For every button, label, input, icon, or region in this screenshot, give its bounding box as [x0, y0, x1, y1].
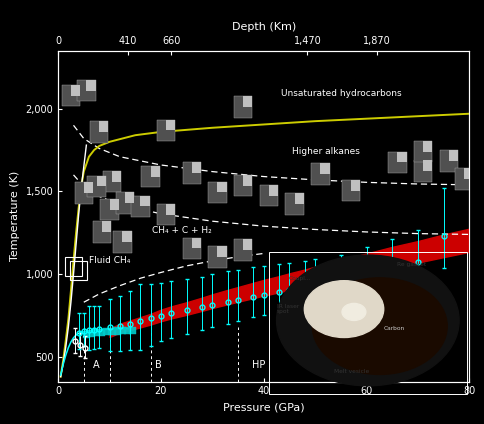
FancyBboxPatch shape: [342, 180, 361, 201]
FancyBboxPatch shape: [455, 168, 473, 190]
FancyBboxPatch shape: [86, 80, 96, 91]
Text: Coupl...: Coupl...: [288, 276, 311, 282]
Text: Melt vesicle: Melt vesicle: [334, 369, 370, 374]
FancyBboxPatch shape: [259, 185, 278, 206]
Text: Unsaturated hydrocarbons: Unsaturated hydrocarbons: [281, 89, 401, 98]
FancyBboxPatch shape: [397, 152, 407, 162]
FancyBboxPatch shape: [141, 166, 160, 187]
FancyBboxPatch shape: [269, 185, 278, 195]
Circle shape: [276, 255, 459, 386]
FancyBboxPatch shape: [234, 175, 253, 196]
FancyBboxPatch shape: [125, 192, 134, 203]
FancyBboxPatch shape: [208, 246, 227, 268]
FancyBboxPatch shape: [234, 240, 253, 261]
FancyBboxPatch shape: [88, 330, 95, 337]
FancyBboxPatch shape: [104, 328, 110, 335]
FancyBboxPatch shape: [109, 199, 119, 209]
FancyBboxPatch shape: [449, 150, 458, 161]
Text: Fluid CH₄: Fluid CH₄: [89, 257, 130, 265]
FancyBboxPatch shape: [286, 193, 304, 215]
FancyBboxPatch shape: [320, 163, 330, 174]
FancyBboxPatch shape: [217, 246, 227, 257]
FancyBboxPatch shape: [119, 327, 126, 334]
FancyBboxPatch shape: [71, 85, 80, 95]
FancyBboxPatch shape: [217, 181, 227, 192]
FancyBboxPatch shape: [182, 162, 201, 184]
FancyBboxPatch shape: [97, 176, 106, 187]
Circle shape: [312, 278, 447, 374]
FancyBboxPatch shape: [151, 166, 160, 176]
FancyBboxPatch shape: [113, 231, 132, 253]
FancyBboxPatch shape: [192, 162, 201, 173]
Text: HP: HP: [252, 360, 265, 370]
FancyBboxPatch shape: [88, 176, 106, 197]
FancyBboxPatch shape: [100, 199, 119, 220]
FancyBboxPatch shape: [464, 168, 473, 179]
Text: B: B: [155, 360, 162, 370]
FancyBboxPatch shape: [129, 326, 136, 334]
Circle shape: [304, 281, 384, 338]
FancyBboxPatch shape: [114, 327, 121, 335]
Text: IR laser
spot: IR laser spot: [276, 304, 299, 315]
Text: A: A: [93, 360, 100, 370]
FancyBboxPatch shape: [414, 141, 433, 162]
FancyBboxPatch shape: [414, 160, 433, 181]
FancyBboxPatch shape: [84, 182, 93, 193]
FancyBboxPatch shape: [192, 238, 201, 248]
FancyBboxPatch shape: [388, 152, 407, 173]
FancyBboxPatch shape: [166, 120, 175, 130]
FancyBboxPatch shape: [166, 204, 175, 215]
X-axis label: Pressure (GPa): Pressure (GPa): [223, 402, 304, 412]
FancyBboxPatch shape: [112, 171, 121, 181]
FancyBboxPatch shape: [90, 121, 108, 142]
Text: CH₄ + C + H₂: CH₄ + C + H₂: [151, 226, 212, 235]
FancyBboxPatch shape: [61, 85, 80, 106]
FancyBboxPatch shape: [83, 331, 90, 338]
FancyBboxPatch shape: [423, 141, 433, 152]
FancyBboxPatch shape: [182, 238, 201, 259]
FancyBboxPatch shape: [311, 163, 330, 185]
Text: Carbon: Carbon: [384, 326, 405, 332]
FancyBboxPatch shape: [351, 180, 361, 191]
FancyBboxPatch shape: [122, 231, 132, 242]
FancyBboxPatch shape: [295, 193, 304, 204]
FancyBboxPatch shape: [99, 121, 108, 132]
FancyBboxPatch shape: [102, 221, 111, 232]
FancyBboxPatch shape: [243, 240, 253, 250]
FancyBboxPatch shape: [157, 120, 175, 141]
FancyBboxPatch shape: [116, 192, 134, 214]
FancyBboxPatch shape: [98, 329, 106, 336]
FancyBboxPatch shape: [243, 175, 253, 186]
FancyBboxPatch shape: [157, 204, 175, 225]
FancyBboxPatch shape: [243, 96, 253, 107]
X-axis label: Depth (Km): Depth (Km): [232, 22, 296, 33]
FancyBboxPatch shape: [208, 181, 227, 203]
FancyBboxPatch shape: [103, 171, 121, 192]
FancyBboxPatch shape: [93, 329, 100, 337]
Circle shape: [342, 304, 366, 321]
FancyBboxPatch shape: [77, 80, 96, 101]
Text: Re gasket: Re gasket: [397, 262, 426, 267]
FancyBboxPatch shape: [439, 150, 458, 172]
FancyBboxPatch shape: [234, 96, 253, 118]
Text: Higher alkanes: Higher alkanes: [291, 147, 360, 156]
FancyBboxPatch shape: [124, 327, 131, 334]
FancyBboxPatch shape: [131, 195, 150, 217]
FancyBboxPatch shape: [140, 195, 150, 206]
FancyBboxPatch shape: [92, 221, 111, 243]
FancyBboxPatch shape: [108, 328, 116, 335]
FancyBboxPatch shape: [423, 160, 433, 171]
Y-axis label: Temperature (K): Temperature (K): [10, 171, 20, 261]
FancyBboxPatch shape: [75, 182, 93, 204]
